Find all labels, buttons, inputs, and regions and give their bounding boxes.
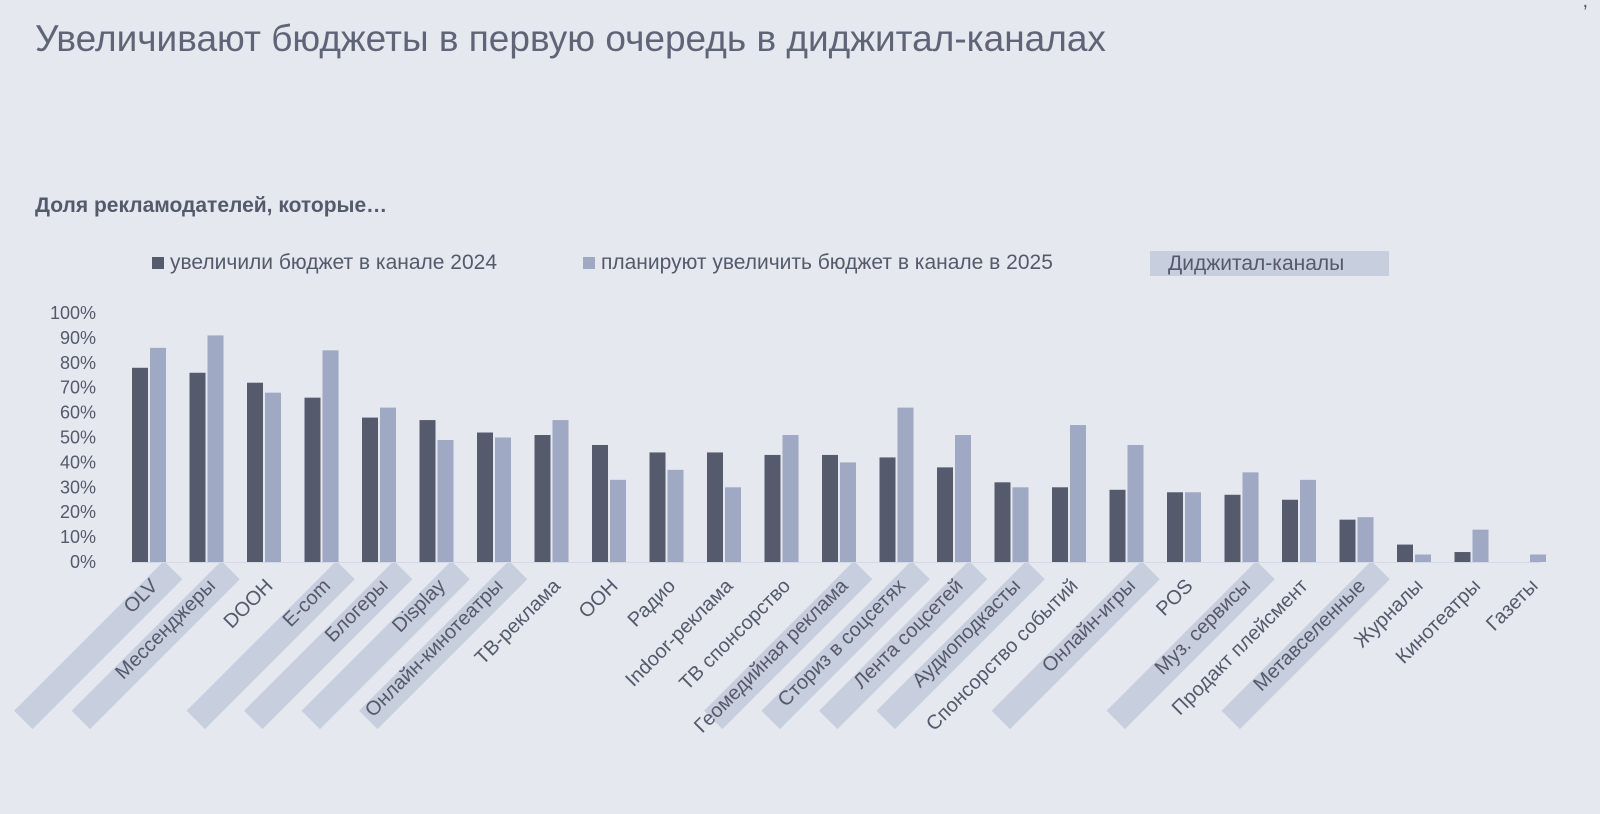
page-title: Увеличивают бюджеты в первую очередь в д… xyxy=(35,18,1106,59)
digital-band xyxy=(704,560,873,730)
bar-2025 xyxy=(150,347,166,562)
bar-2025 xyxy=(1472,529,1489,562)
digital-band xyxy=(301,560,470,730)
bar-2024 xyxy=(534,435,551,562)
bar-2025 xyxy=(1185,492,1201,562)
bar-2024 xyxy=(1454,552,1471,562)
bar-2025 xyxy=(1242,472,1259,562)
digital-band xyxy=(876,560,1045,730)
digital-band xyxy=(359,560,528,730)
bar-2024 xyxy=(1339,519,1356,562)
bar-2025 xyxy=(782,435,799,562)
digital-band xyxy=(244,560,413,730)
bar-2024 xyxy=(1397,544,1413,562)
bar-2024 xyxy=(879,457,896,562)
y-tick-label: 40% xyxy=(60,452,96,472)
bar-2024 xyxy=(707,452,723,562)
legend-label-digital: Диджитал-каналы xyxy=(1168,252,1345,275)
digital-band xyxy=(71,560,240,730)
legend-label-2024: увеличили бюджет в канале 2024 xyxy=(170,251,498,274)
legend-digital-band xyxy=(1150,251,1389,276)
bar-2024 xyxy=(247,382,263,562)
bar-2024 xyxy=(1282,499,1298,562)
bar-2025 xyxy=(897,407,914,562)
bar-2024 xyxy=(1052,487,1068,562)
bar-2025 xyxy=(725,487,741,562)
y-tick-label: 100% xyxy=(50,303,96,323)
bar-2025 xyxy=(840,462,856,562)
digital-band xyxy=(14,560,183,730)
digital-band xyxy=(1221,560,1390,730)
legend-label-2025: планируют увеличить бюджет в канале в 20… xyxy=(601,251,1053,274)
x-tick-label: POS xyxy=(1152,575,1197,620)
digital-band xyxy=(761,560,930,730)
bar-2025 xyxy=(207,335,224,562)
y-tick-label: 50% xyxy=(60,428,96,448)
bar-2024 xyxy=(822,454,838,562)
digital-band xyxy=(186,560,355,730)
bar-2024 xyxy=(994,482,1011,562)
y-tick-label: 30% xyxy=(60,477,96,497)
bar-2025 xyxy=(1530,554,1546,562)
bar-2024 xyxy=(592,444,608,562)
bar-2025 xyxy=(552,420,569,562)
bar-2024 xyxy=(649,452,666,562)
bar-2025 xyxy=(1300,479,1316,562)
y-tick-label: 60% xyxy=(60,403,96,423)
bar-2024 xyxy=(189,372,206,562)
x-tick-label: Газеты xyxy=(1482,575,1542,635)
bar-2024 xyxy=(764,454,781,562)
y-tick-label: 0% xyxy=(70,552,96,572)
corner-mark: , xyxy=(1582,0,1588,12)
bar-2024 xyxy=(1109,489,1126,562)
x-tick-label: Радио xyxy=(624,575,680,631)
y-tick-label: 20% xyxy=(60,502,96,522)
bar-2025 xyxy=(322,350,339,562)
bar-2024 xyxy=(937,467,953,562)
bar-2024 xyxy=(362,417,378,562)
bar-2025 xyxy=(437,439,454,562)
legend-swatch-2024 xyxy=(152,257,164,269)
y-tick-label: 90% xyxy=(60,328,96,348)
bar-2024 xyxy=(419,420,436,562)
bar-2025 xyxy=(495,437,511,562)
bar-2024 xyxy=(1167,492,1183,562)
bar-2025 xyxy=(1070,425,1086,562)
bar-2025 xyxy=(610,479,626,562)
bar-2024 xyxy=(132,367,148,562)
bar-2024 xyxy=(304,397,321,562)
bar-2025 xyxy=(955,435,971,562)
bar-2025 xyxy=(667,469,684,562)
bar-2024 xyxy=(1224,494,1241,562)
bar-2025 xyxy=(380,407,396,562)
x-tick-label: OOH xyxy=(575,575,623,623)
bar-2025 xyxy=(1357,517,1374,562)
legend-swatch-2025 xyxy=(583,257,595,269)
bar-2024 xyxy=(477,432,493,562)
chart-subtitle: Доля рекламодателей, которые… xyxy=(35,194,388,217)
bar-2025 xyxy=(1415,554,1431,562)
y-tick-label: 10% xyxy=(60,527,96,547)
digital-band xyxy=(1106,560,1275,730)
y-tick-label: 70% xyxy=(60,378,96,398)
digital-band xyxy=(819,560,988,730)
bar-2025 xyxy=(1012,487,1029,562)
bar-2025 xyxy=(1127,444,1144,562)
digital-band xyxy=(991,560,1160,730)
y-tick-label: 80% xyxy=(60,353,96,373)
bar-2025 xyxy=(265,392,281,562)
